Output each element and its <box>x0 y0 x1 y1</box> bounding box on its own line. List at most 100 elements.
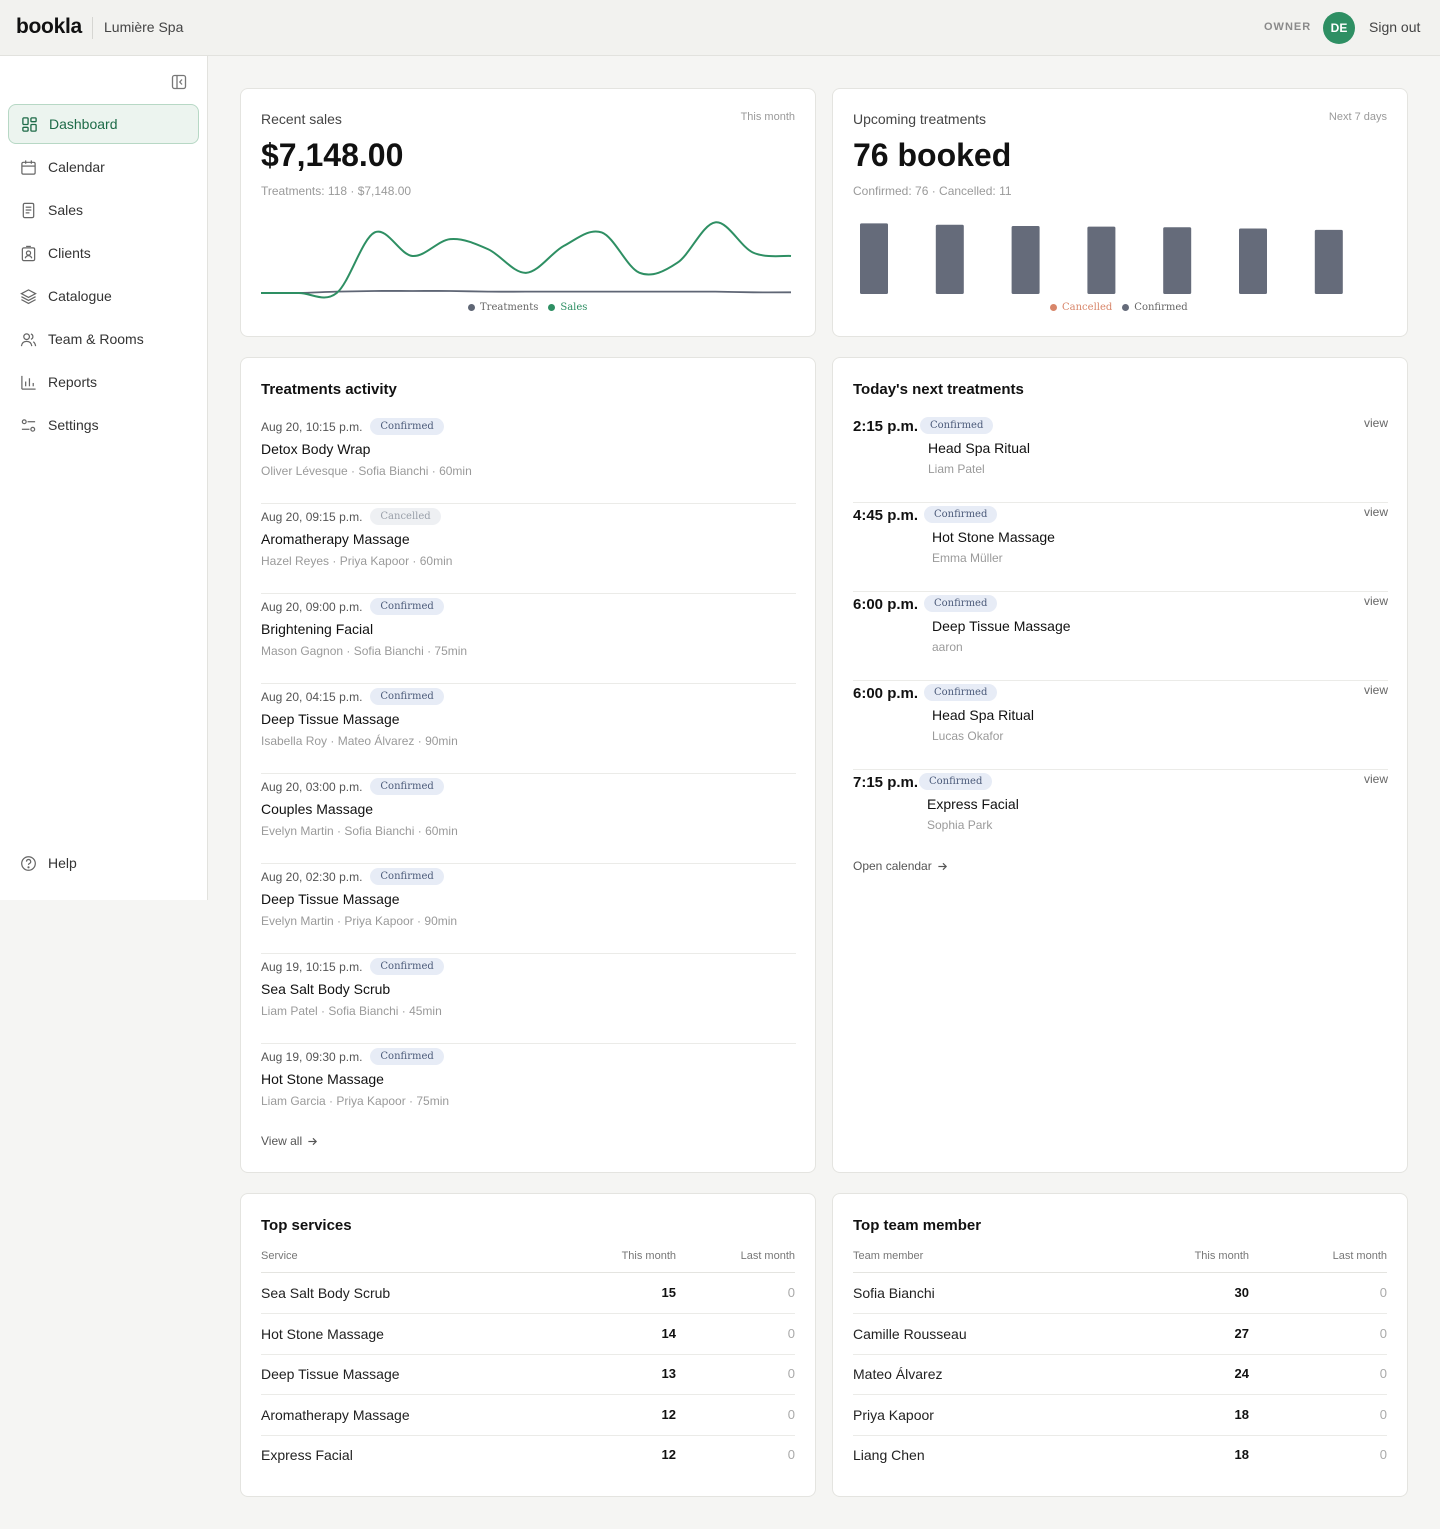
treatment-time: 6:00 p.m. <box>853 596 919 613</box>
legend-item-cancelled[interactable]: Cancelled <box>1050 302 1112 313</box>
last-month-count: 0 <box>1379 1407 1387 1422</box>
view-link[interactable]: view <box>1363 772 1388 786</box>
activity-row[interactable]: Aug 20, 10:15 p.m. Confirmed Detox Body W… <box>261 414 796 504</box>
sales-summary: Treatments: 118 · $7,148.00 <box>261 184 412 198</box>
column-header-this-month: This month <box>1194 1250 1249 1262</box>
last-month-count: 0 <box>1379 1285 1387 1300</box>
activity-row[interactable]: Aug 20, 04:15 p.m. Confirmed Deep Tissue … <box>261 684 796 774</box>
view-link[interactable]: view <box>1363 594 1388 608</box>
upcoming-treatments-card: Upcoming treatments Next 7 days 76 booke… <box>832 88 1408 337</box>
activity-datetime: Aug 20, 03:00 p.m. <box>261 779 363 794</box>
view-link[interactable]: view <box>1363 416 1388 430</box>
status-badge: Confirmed <box>920 417 994 434</box>
logo[interactable]: bookla <box>16 15 82 38</box>
this-month-count: 24 <box>1234 1366 1249 1381</box>
sidebar-item-label: Sales <box>48 202 84 218</box>
legend-label: Cancelled <box>1062 302 1113 313</box>
header-divider <box>261 1272 795 1273</box>
activity-row[interactable]: Aug 19, 09:30 p.m. Confirmed Hot Stone Ma… <box>261 1044 796 1134</box>
card-title: Today's next treatments <box>853 381 1024 398</box>
treatment-service: Hot Stone Massage <box>932 529 1055 545</box>
upcoming-chart-legend: Cancelled Confirmed <box>1050 302 1198 313</box>
view-all-link[interactable]: View all <box>261 1134 318 1148</box>
status-badge: Confirmed <box>924 684 998 701</box>
sidebar-item-clients[interactable]: Clients <box>8 233 199 273</box>
activity-detail: Evelyn Martin · Priya Kapoor · 90min <box>261 914 458 928</box>
view-link[interactable]: view <box>1363 683 1388 697</box>
status-badge: Confirmed <box>924 506 998 523</box>
next-treatment-row[interactable]: 6:00 p.m. Confirmed Deep Tissue Massage … <box>853 592 1388 681</box>
this-month-count: 14 <box>661 1326 676 1341</box>
chart-icon <box>21 375 36 390</box>
table-row: Sea Salt Body Scrub 15 0 <box>261 1273 795 1314</box>
next-treatment-row[interactable]: 4:45 p.m. Confirmed Hot Stone Massage Em… <box>853 503 1388 592</box>
activity-row[interactable]: Aug 19, 10:15 p.m. Confirmed Sea Salt Bod… <box>261 954 796 1044</box>
view-link[interactable]: view <box>1363 505 1388 519</box>
member-name: Priya Kapoor <box>853 1407 934 1423</box>
treatment-client: aaron <box>932 640 963 654</box>
sidebar-item-help[interactable]: Help <box>8 843 199 883</box>
sidebar-item-calendar[interactable]: Calendar <box>8 147 199 187</box>
legend-item-confirmed[interactable]: Confirmed <box>1122 302 1188 313</box>
next-treatment-row[interactable]: 2:15 p.m. Confirmed Head Spa Ritual Liam… <box>853 414 1388 503</box>
last-month-count: 0 <box>787 1447 795 1462</box>
sidebar-item-catalogue[interactable]: Catalogue <box>8 276 199 316</box>
legend-item-sales[interactable]: Sales <box>548 302 587 313</box>
activity-row[interactable]: Aug 20, 03:00 p.m. Confirmed Couples Mass… <box>261 774 796 864</box>
activity-service: Brightening Facial <box>261 621 374 637</box>
status-badge: Confirmed <box>370 868 444 885</box>
legend-dot <box>548 304 556 311</box>
last-month-count: 0 <box>787 1407 795 1422</box>
bar-confirmed-3 <box>1011 225 1040 294</box>
column-header-service: Service <box>261 1250 298 1262</box>
treatment-time: 7:15 p.m. <box>853 774 919 791</box>
activity-service: Couples Massage <box>261 801 374 817</box>
activity-datetime: Aug 20, 04:15 p.m. <box>261 689 363 704</box>
avatar[interactable]: DE <box>1323 12 1355 44</box>
activity-date: Aug 20, 04:15 p.m. Confirmed <box>261 688 444 705</box>
sidebar-item-reports[interactable]: Reports <box>8 362 199 402</box>
sidebar-item-dashboard[interactable]: Dashboard <box>8 104 199 144</box>
legend-label: Treatments <box>480 302 539 313</box>
table-row: Mateo Álvarez 24 0 <box>853 1354 1387 1395</box>
card-title: Top team member <box>853 1217 982 1234</box>
top-services-card: Top services Service This month Last mon… <box>240 1193 816 1497</box>
service-name: Hot Stone Massage <box>261 1326 384 1342</box>
sidebar-item-sales[interactable]: Sales <box>8 190 199 230</box>
sidebar-item-team-rooms[interactable]: Team & Rooms <box>8 319 199 359</box>
sidebar-item-label: Clients <box>48 245 91 261</box>
sidebar-item-label: Calendar <box>48 159 105 175</box>
last-month-count: 0 <box>1379 1366 1387 1381</box>
open-calendar-link[interactable]: Open calendar <box>853 859 948 873</box>
help-icon <box>21 855 36 871</box>
last-month-count: 0 <box>1379 1326 1387 1341</box>
treatment-client: Liam Patel <box>928 462 985 476</box>
table-row: Express Facial 12 0 <box>261 1435 795 1476</box>
status-badge: Confirmed <box>370 688 444 705</box>
activity-detail: Liam Patel · Sofia Bianchi · 45min <box>261 1004 442 1018</box>
activity-row[interactable]: Aug 20, 09:00 p.m. Confirmed Brightening … <box>261 594 796 684</box>
legend-item-treatments[interactable]: Treatments <box>468 302 538 313</box>
this-month-count: 30 <box>1234 1285 1249 1300</box>
last-month-count: 0 <box>787 1285 795 1300</box>
sidebar-item-settings[interactable]: Settings <box>8 405 199 445</box>
table-row: Camille Rousseau 27 0 <box>853 1314 1387 1355</box>
activity-detail: Liam Garcia · Priya Kapoor · 75min <box>261 1094 450 1108</box>
bar-confirmed-6 <box>1239 228 1267 294</box>
collapse-sidebar-icon[interactable] <box>171 74 187 90</box>
activity-detail: Evelyn Martin · Sofia Bianchi · 60min <box>261 824 458 838</box>
next-treatment-row[interactable]: 7:15 p.m. Confirmed Express Facial Sophi… <box>853 770 1388 859</box>
activity-datetime: Aug 20, 09:00 p.m. <box>261 599 363 614</box>
activity-row[interactable]: Aug 20, 09:15 p.m. Cancelled Aromatherapy… <box>261 504 796 594</box>
business-name: Lumière Spa <box>104 19 184 35</box>
this-month-count: 12 <box>661 1447 676 1462</box>
status-badge: Confirmed <box>919 773 993 790</box>
period-label: Next 7 days <box>1328 111 1387 123</box>
next-treatment-row[interactable]: 6:00 p.m. Confirmed Head Spa Ritual Luca… <box>853 681 1388 770</box>
sign-out-button[interactable]: Sign out <box>1369 19 1421 35</box>
card-title: Treatments activity <box>261 381 397 398</box>
sidebar-item-label: Settings <box>48 417 99 433</box>
table-row: Deep Tissue Massage 13 0 <box>261 1354 795 1395</box>
activity-row[interactable]: Aug 20, 02:30 p.m. Confirmed Deep Tissue … <box>261 864 796 954</box>
this-month-count: 13 <box>661 1366 676 1381</box>
